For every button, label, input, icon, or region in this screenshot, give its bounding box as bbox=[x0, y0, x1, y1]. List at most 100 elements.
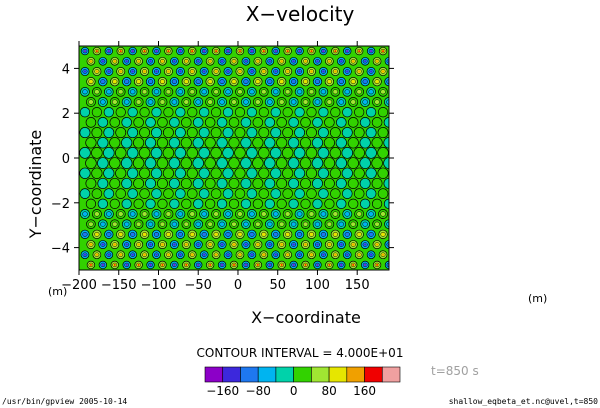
contour-cell bbox=[139, 127, 151, 139]
contour-cell bbox=[97, 198, 108, 209]
contour-cell-peak bbox=[340, 264, 343, 266]
contour-cell bbox=[377, 167, 389, 179]
contour-cell-core bbox=[356, 231, 362, 237]
contour-cell-peak bbox=[107, 253, 110, 256]
contour-cell-core bbox=[135, 221, 142, 227]
contour-cell bbox=[377, 147, 389, 159]
contour-cell bbox=[109, 177, 121, 189]
contour-cell-core bbox=[177, 89, 184, 95]
contour-cell bbox=[287, 157, 300, 169]
contour-cell bbox=[85, 177, 97, 189]
contour-cell bbox=[377, 188, 389, 199]
contour-cell-peak bbox=[89, 264, 92, 266]
contour-cell bbox=[199, 107, 210, 118]
contour-cell-core bbox=[272, 211, 279, 217]
contour-cell-core bbox=[374, 79, 380, 85]
contour-cell-peak bbox=[292, 60, 295, 63]
contour-cell-core bbox=[207, 221, 213, 227]
contour-cell-peak bbox=[370, 70, 373, 73]
contour-cell bbox=[365, 188, 377, 199]
contour-cell bbox=[121, 177, 133, 189]
contour-cell bbox=[204, 137, 216, 149]
contour-cell-peak bbox=[352, 264, 355, 266]
contour-cell bbox=[222, 167, 234, 179]
contour-cell bbox=[336, 117, 347, 128]
contour-cell bbox=[317, 167, 330, 179]
colorbar-label: 160 bbox=[353, 384, 376, 398]
x-tick-label: −150 bbox=[101, 278, 137, 293]
x-tick-label: −200 bbox=[61, 278, 97, 293]
contour-cell-peak bbox=[173, 60, 176, 63]
contour-cell-core bbox=[249, 211, 255, 217]
contour-cell bbox=[139, 107, 150, 118]
contour-cell-core bbox=[225, 89, 231, 95]
contour-cell bbox=[318, 188, 329, 199]
colorbar-swatch bbox=[311, 366, 330, 383]
contour-cell-peak bbox=[131, 50, 134, 52]
contour-cell bbox=[109, 117, 121, 128]
contour-cell-core bbox=[106, 211, 112, 217]
contour-cell-core bbox=[207, 79, 213, 85]
contour-cell bbox=[294, 188, 305, 199]
contour-cell bbox=[353, 167, 365, 179]
contour-cell bbox=[109, 198, 120, 209]
contour-cell-core bbox=[350, 221, 356, 227]
contour-cell bbox=[145, 117, 156, 128]
contour-cell bbox=[97, 157, 109, 169]
contour-cell bbox=[103, 127, 115, 139]
contour-cell-peak bbox=[376, 264, 379, 266]
contour-cell bbox=[109, 137, 121, 149]
contour-cell bbox=[305, 147, 318, 159]
colorbar-swatch bbox=[275, 366, 294, 383]
contour-cell bbox=[365, 127, 377, 139]
contour-cell bbox=[258, 167, 270, 179]
contour-cell bbox=[198, 147, 210, 159]
contour-cell bbox=[275, 157, 288, 169]
contour-cell-core bbox=[225, 211, 231, 217]
contour-cell-peak bbox=[113, 243, 116, 246]
contour-cell bbox=[162, 167, 175, 179]
contour-cell-peak bbox=[137, 264, 140, 266]
contour-cell-core bbox=[237, 211, 243, 217]
y-tick-label: 0 bbox=[62, 152, 70, 167]
contour-cell-peak bbox=[262, 50, 265, 52]
contour-cell-peak bbox=[161, 243, 164, 246]
contour-cell-core bbox=[106, 89, 112, 95]
contour-cell-peak bbox=[334, 253, 337, 256]
contour-cell-peak bbox=[107, 70, 110, 73]
contour-cell bbox=[127, 188, 138, 199]
contour-cell bbox=[180, 137, 192, 149]
contour-cell bbox=[139, 188, 150, 199]
contour-cell-peak bbox=[304, 264, 307, 266]
footer-left: /usr/bin/gpview 2005-10-14 bbox=[2, 397, 128, 406]
contour-cell bbox=[91, 167, 103, 179]
contour-cell-core bbox=[118, 89, 124, 95]
contour-cell-peak bbox=[137, 243, 140, 246]
contour-cell-peak bbox=[197, 264, 200, 266]
contour-cell-core bbox=[88, 79, 94, 85]
contour-cell bbox=[347, 157, 359, 169]
contour-cell-core bbox=[147, 99, 154, 105]
contour-cell-peak bbox=[250, 70, 253, 73]
contour-cell bbox=[276, 137, 288, 149]
x-tick-label: 50 bbox=[269, 278, 286, 293]
contour-cell bbox=[359, 117, 371, 128]
contour-cell bbox=[91, 147, 103, 159]
contour-cell-peak bbox=[322, 253, 325, 256]
contour-cell-core bbox=[362, 99, 368, 105]
contour-cell-core bbox=[380, 211, 386, 217]
contour-cell-peak bbox=[227, 50, 229, 52]
contour-cell-core bbox=[302, 221, 309, 227]
contour-cell bbox=[222, 147, 234, 159]
contour-cell-peak bbox=[101, 243, 104, 246]
contour-cell-peak bbox=[280, 60, 283, 63]
contour-cell-core bbox=[213, 211, 219, 217]
contour-cell-core bbox=[380, 89, 386, 95]
contour-cell bbox=[126, 147, 139, 159]
contour-cell bbox=[175, 107, 186, 118]
contour-cell bbox=[324, 117, 335, 128]
contour-cell-peak bbox=[209, 60, 212, 63]
contour-cell bbox=[157, 198, 168, 209]
contour-cell-peak bbox=[352, 60, 355, 63]
contour-cell-peak bbox=[233, 60, 235, 63]
